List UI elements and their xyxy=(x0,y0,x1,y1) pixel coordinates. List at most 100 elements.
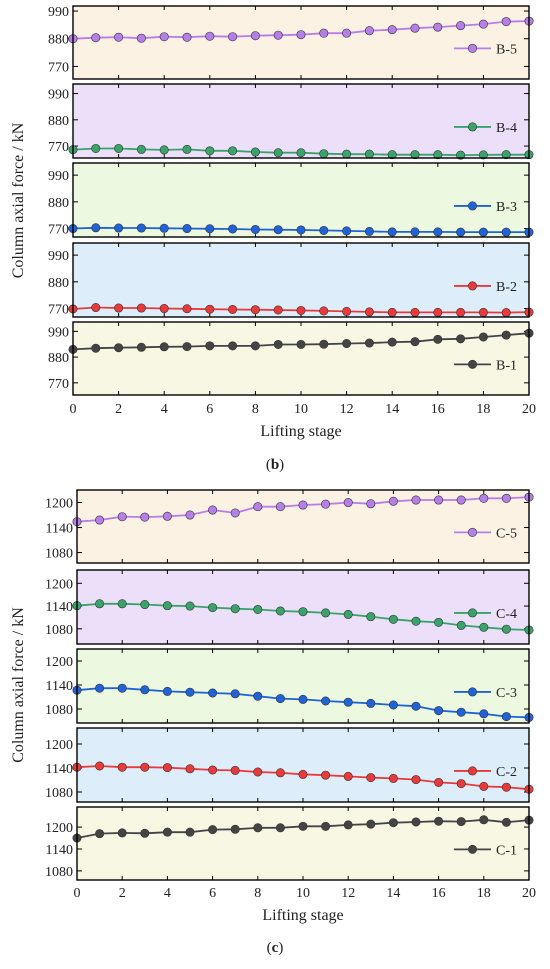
data-point-B-3: B-3: 768 xyxy=(228,224,238,234)
y-tick-label: 990 xyxy=(48,88,69,103)
data-point-C-3: C-3: 1090 xyxy=(388,700,398,710)
data-point-B-4: B-4: 760 xyxy=(114,143,124,153)
legend-marker xyxy=(467,201,477,211)
caption-letter: b xyxy=(271,457,279,473)
panel-background xyxy=(73,6,529,79)
data-point-C-4: C-4: 1122 xyxy=(321,608,331,618)
data-point-C-2: C-2: 1092 xyxy=(501,782,511,792)
x-tick-label: 12 xyxy=(340,402,354,417)
data-point-C-3: C-3: 1100 xyxy=(321,696,331,706)
data-point-B-5: B-5: 912 xyxy=(364,26,374,36)
data-point-C-3: C-3: 1132 xyxy=(117,683,127,693)
panel-background xyxy=(73,163,529,237)
data-point-C-4: C-4: 1089 xyxy=(456,620,466,630)
data-point-B-3: B-3: 758 xyxy=(364,226,374,236)
data-point-C-3: C-3: 1087 xyxy=(411,701,421,711)
x-tick-label: 18 xyxy=(477,886,491,901)
data-point-C-2: C-2: 1101 xyxy=(456,779,466,789)
x-tick-label: 14 xyxy=(386,886,400,901)
data-point-B-1: B-1: 928 xyxy=(205,341,215,351)
data-point-B-1: B-1: 966 xyxy=(478,332,488,342)
legend-marker xyxy=(467,359,477,369)
data-point-B-5: B-5: 938 xyxy=(478,19,488,29)
data-point-C-1: C-1: 1194 xyxy=(230,824,240,834)
data-point-C-5: C-5: 1197 xyxy=(366,499,376,509)
data-point-B-1: B-1: 934 xyxy=(296,339,306,349)
data-point-C-2: C-2: 1142 xyxy=(117,762,127,772)
x-tick-label: 12 xyxy=(341,886,355,901)
data-point-C-2: C-2: 1134 xyxy=(230,765,240,775)
data-point-C-3: C-3: 1120 xyxy=(208,688,218,698)
data-point-C-4: C-4: 1140 xyxy=(185,601,195,611)
legend-marker xyxy=(467,844,477,854)
data-point-C-3: C-3: 1132 xyxy=(95,683,105,693)
x-tick-label: 4 xyxy=(161,402,168,417)
data-point-B-5: B-5: 894 xyxy=(273,30,283,40)
data-point-B-3: B-3: 762 xyxy=(319,225,329,235)
legend-label: B-2 xyxy=(496,280,517,295)
data-point-B-3: B-3: 771 xyxy=(159,223,169,233)
data-point-B-4: B-4: 734 xyxy=(501,150,511,160)
data-point-C-5: C-5: 1167 xyxy=(162,511,172,521)
data-point-B-4: B-4: 736 xyxy=(364,149,374,159)
data-point-C-3: C-3: 1076 xyxy=(434,706,444,716)
data-point-C-1: C-1: 1182 xyxy=(95,829,105,839)
data-point-B-3: B-3: 772 xyxy=(136,223,146,233)
legend-label: C-2 xyxy=(496,765,517,780)
data-point-B-2: B-2: 774 xyxy=(91,303,101,313)
data-point-B-5: B-5: 888 xyxy=(159,32,169,42)
data-point-B-2: B-2: 758 xyxy=(342,306,352,316)
data-point-B-4: B-4: 736 xyxy=(342,149,352,159)
data-point-C-1: C-1: 1198 xyxy=(253,823,263,833)
panel-frame xyxy=(72,321,530,396)
data-point-C-4: C-4: 1079 xyxy=(501,624,511,634)
x-tick-label: 8 xyxy=(252,402,259,417)
x-tick-label: 6 xyxy=(206,402,213,417)
data-point-C-5: C-5: 1206 xyxy=(411,495,421,505)
data-point-B-5: B-5: 882 xyxy=(136,33,146,43)
x-tick-label: 20 xyxy=(522,402,536,417)
caption-paren-open: ( xyxy=(266,457,271,473)
legend-label: B-4 xyxy=(496,121,517,136)
y-tick-label: 770 xyxy=(48,303,69,318)
data-point-B-1: B-1: 928 xyxy=(228,341,238,351)
data-point-C-5: C-5: 1170 xyxy=(185,510,195,520)
y-tick-label: 1140 xyxy=(46,600,73,615)
x-tick-label: 20 xyxy=(522,886,536,901)
x-tick-label: 14 xyxy=(385,402,399,417)
data-point-B-1: B-1: 924 xyxy=(159,342,169,352)
data-point-C-2: C-2: 1138 xyxy=(185,764,195,774)
panel-C-2: 1080 1140 1200 C-2: 1142 C-2: 1145 C-2: 1142 C… xyxy=(45,727,534,803)
data-point-B-2: B-2: 756 xyxy=(364,307,374,317)
legend-label: B-5 xyxy=(496,42,517,57)
panel-background xyxy=(73,243,529,317)
y-tick-label: 1200 xyxy=(45,497,73,512)
data-point-B-1: B-1: 928 xyxy=(250,341,260,351)
data-point-B-4: B-4: 754 xyxy=(159,145,169,155)
y-tick-label: 880 xyxy=(48,196,69,211)
panel-background xyxy=(73,322,529,395)
data-point-C-1: C-1: 1183 xyxy=(140,828,150,838)
data-point-C-5: C-5: 1203 xyxy=(388,496,398,506)
data-point-C-2: C-2: 1116 xyxy=(366,773,376,783)
data-point-C-1: C-1: 1208 xyxy=(366,819,376,829)
data-point-C-5: C-5: 1206 xyxy=(434,495,444,505)
legend-label: C-5 xyxy=(496,526,517,541)
legend-label: B-3 xyxy=(496,200,517,215)
data-point-C-1: C-1: 1216 xyxy=(434,816,444,826)
x-tick-label: 16 xyxy=(432,886,446,901)
data-point-B-5: B-5: 948 xyxy=(501,17,511,27)
x-tick-label: 10 xyxy=(294,402,308,417)
data-point-C-5: C-5: 1158 xyxy=(95,515,105,525)
panel-frame xyxy=(72,242,530,318)
data-point-C-4: C-4: 1136 xyxy=(208,603,218,613)
data-point-C-4: C-4: 1084 xyxy=(479,622,489,632)
data-point-B-2: B-2: 754 xyxy=(387,307,397,317)
panel-background xyxy=(77,570,529,644)
data-point-C-2: C-2: 1130 xyxy=(253,767,263,777)
